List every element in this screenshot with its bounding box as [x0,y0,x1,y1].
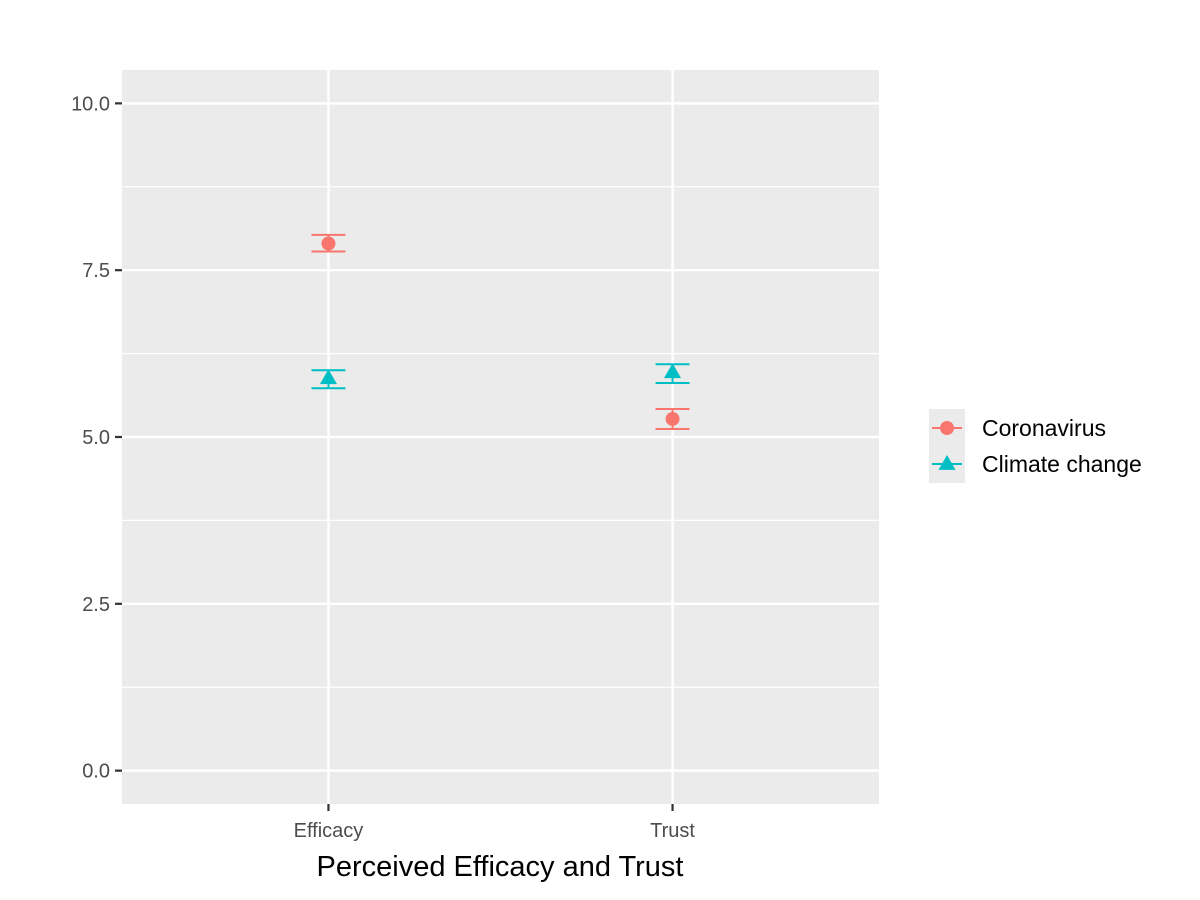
legend-key-background [929,409,965,483]
y-tick-label: 7.5 [82,260,110,282]
x-axis-title: Perceived Efficacy and Trust [317,851,684,883]
minor-gridlines [122,186,879,688]
y-tick-label: 2.5 [82,594,110,616]
point-coronavirus [665,411,680,426]
point-coronavirus [321,236,336,251]
y-tick-label: 10.0 [71,93,110,115]
data-marks [311,233,690,430]
legend-label-climate-change: Climate change [982,451,1142,477]
legend-key-marker-climate-change [938,455,956,470]
y-axis: 0.0 2.5 5.0 7.5 10.0 [71,93,122,783]
point-climate-change [663,363,682,379]
major-gridlines [122,70,879,804]
point-climate-change [319,369,338,385]
legend: Coronavirus Climate change [929,409,1142,483]
x-tick-label: Efficacy [294,820,364,842]
y-tick-label: 0.0 [82,761,110,783]
x-axis: Efficacy Trust [294,804,695,842]
y-tick-label: 5.0 [82,427,110,449]
x-tick-label: Trust [650,820,695,842]
legend-label-coronavirus: Coronavirus [982,415,1106,441]
legend-key-marker-coronavirus [940,421,954,435]
